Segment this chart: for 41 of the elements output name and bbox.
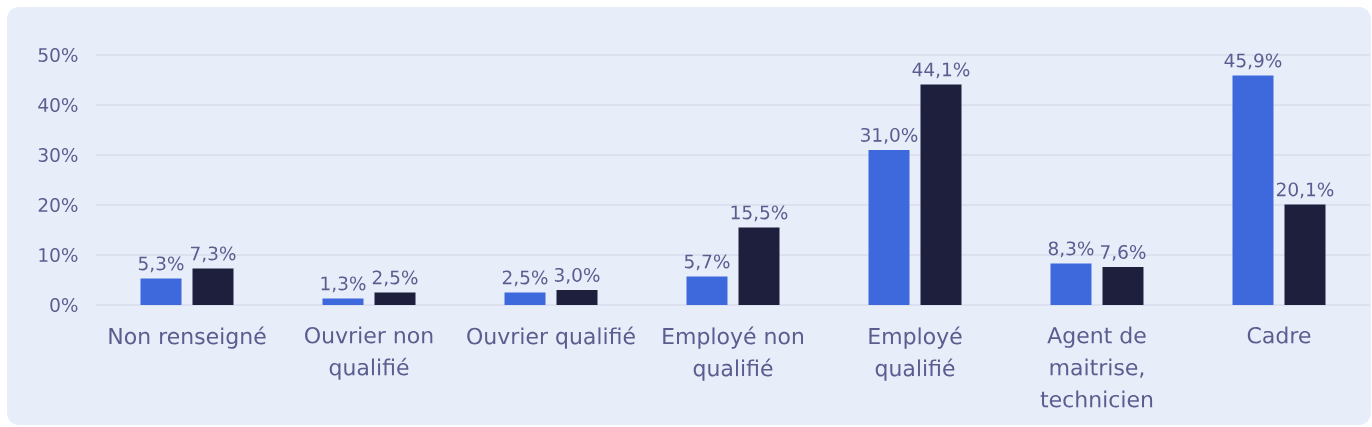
bar [920,84,962,305]
y-tick-label: 30% [38,148,78,162]
x-tick-label: Ouvrier qualifié [467,326,635,349]
data-label: 7,3% [191,246,236,263]
data-label: 31,0% [861,127,918,144]
data-label: 7,6% [1101,244,1146,261]
x-tick-label: Employé non qualifié [663,326,804,381]
bar [1050,263,1092,305]
y-tick-label: 0% [50,298,78,312]
bar [374,292,416,305]
bar [1284,204,1326,305]
bar [868,150,910,305]
bar [686,276,728,305]
data-label: 3,0% [554,267,600,284]
bar [140,278,182,305]
data-label: 44,1% [912,62,970,79]
data-label: 5,7% [684,254,730,271]
data-label: 45,9% [1224,53,1282,70]
y-tick-label: 20% [38,198,78,212]
bar [1232,75,1274,305]
bar [556,290,598,305]
bar [192,268,234,305]
y-tick-label: 10% [39,248,78,262]
y-tick-label: 50% [38,48,78,62]
x-tick-label: Cadre [1247,326,1311,344]
x-tick-label: Employé qualifié [869,326,962,381]
data-label: 8,3% [1048,241,1094,258]
data-label: 2,5% [502,270,548,287]
bar [322,298,364,305]
x-tick-label: Non renseigné [109,326,266,349]
bar [504,292,546,305]
bar [738,227,780,305]
data-label: 1,3% [321,276,366,293]
data-label: 5,3% [138,256,184,273]
x-tick-label: Agent de maitrise, technicien [1040,326,1153,408]
x-tick-label: Ouvrier non qualifié [305,326,433,380]
y-tick-label: 40% [38,98,78,112]
bar [1102,267,1144,305]
data-label: 20,1% [1276,182,1334,199]
data-label: 2,5% [372,270,418,287]
data-label: 15,5% [731,205,788,222]
